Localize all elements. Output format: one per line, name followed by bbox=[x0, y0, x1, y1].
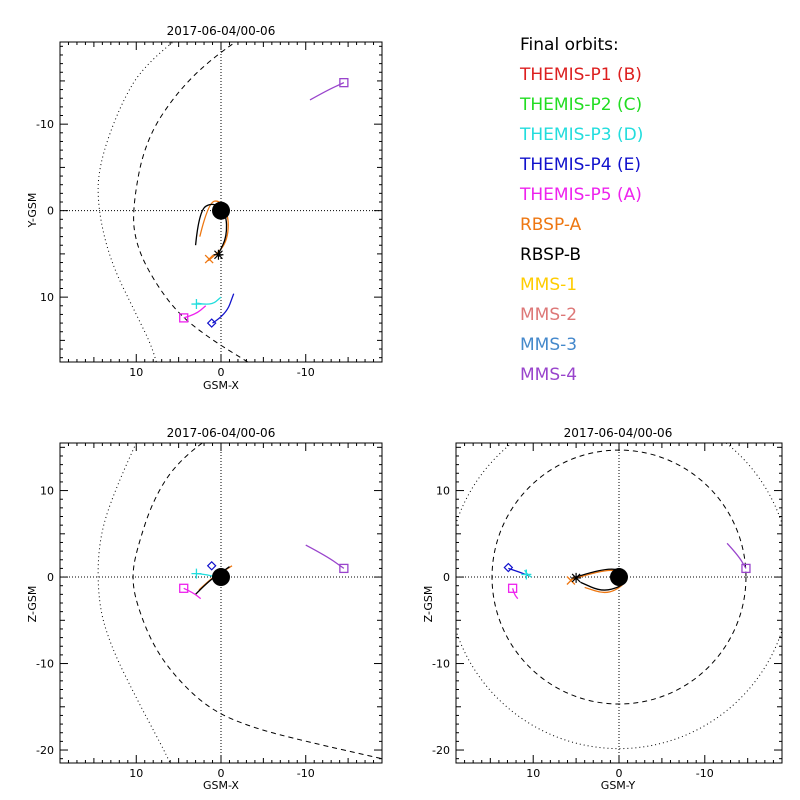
yz-orbit-panel: 2017-06-04/00-06 GSM-Y Z-GSM 10 0 -10 -20 -1… bbox=[422, 426, 783, 792]
xz-x-tick-label: 10 bbox=[129, 767, 143, 780]
marker-themis-p4-e- bbox=[206, 318, 217, 328]
xy-y-tick-label: 0 bbox=[47, 205, 54, 218]
legend-entry: THEMIS-P1 (B) bbox=[519, 65, 642, 85]
marker-themis-p5-a- bbox=[179, 313, 189, 323]
xz-x-axis-label: GSM-X bbox=[203, 779, 239, 792]
magnetopause bbox=[133, 42, 249, 362]
marker-themis-p3-d- bbox=[191, 568, 202, 579]
yz-panel-title: 2017-06-04/00-06 bbox=[564, 426, 673, 440]
xy-x-tick-label: 10 bbox=[129, 366, 143, 379]
marker-themis-p5-a- bbox=[507, 583, 518, 593]
legend-entry: RBSP-B bbox=[520, 245, 581, 265]
orbit-mms-4 bbox=[726, 542, 747, 569]
yz-y-tick-label: 10 bbox=[436, 485, 450, 498]
orbit-themis-p4-e- bbox=[212, 293, 235, 324]
orbit-themis-p5-a- bbox=[511, 588, 519, 600]
xz-y-tick-label: 0 bbox=[47, 571, 54, 584]
orbit-themis-p3-d- bbox=[197, 296, 222, 305]
earth-disk bbox=[610, 568, 628, 587]
yz-y-axis-label: Z-GSM bbox=[422, 586, 435, 623]
earth-disk bbox=[212, 568, 230, 587]
bow-shock bbox=[97, 42, 174, 362]
xy-x-axis-label: GSM-X bbox=[203, 379, 239, 392]
magnetopause bbox=[132, 443, 382, 760]
xz-y-tick-label: -20 bbox=[36, 744, 54, 757]
marker-themis-p5-a- bbox=[179, 583, 189, 593]
legend-entry: MMS-4 bbox=[520, 365, 577, 385]
marker-rbsp-b bbox=[213, 249, 224, 260]
marker-themis-p4-e- bbox=[503, 562, 514, 573]
yz-y-tick-label: -20 bbox=[432, 744, 450, 757]
legend-entry: THEMIS-P3 (D) bbox=[519, 125, 643, 145]
marker-mms-4 bbox=[339, 77, 349, 88]
magnetopause-circle bbox=[491, 449, 747, 705]
xy-y-tick-label: -10 bbox=[36, 118, 54, 131]
yz-x-tick-label: -10 bbox=[696, 767, 714, 780]
marker-themis-p3-d- bbox=[191, 299, 202, 310]
orbit-themis-p5-a- bbox=[183, 587, 202, 600]
legend-entry: RBSP-A bbox=[520, 215, 582, 235]
marker-rbsp-b bbox=[571, 572, 582, 583]
legend-entry: THEMIS-P2 (C) bbox=[519, 95, 642, 115]
legend-entry: MMS-2 bbox=[520, 305, 577, 325]
marker-themis-p4-e- bbox=[206, 560, 217, 571]
orbit-mms-4 bbox=[309, 82, 345, 101]
yz-y-tick-label: -10 bbox=[432, 658, 450, 671]
legend-entry: THEMIS-P5 (A) bbox=[519, 185, 642, 205]
xy-y-tick-label: 10 bbox=[40, 291, 54, 304]
marker-rbsp-a bbox=[204, 254, 214, 264]
marker-themis-p3-d- bbox=[521, 569, 532, 580]
yz-x-tick-label: 10 bbox=[526, 767, 540, 780]
orbit-themis-p5-a- bbox=[183, 305, 207, 319]
xy-x-tick-label: 0 bbox=[218, 366, 225, 379]
orbit-themis-p3-d- bbox=[524, 569, 532, 578]
yz-x-axis-label: GSM-Y bbox=[601, 779, 636, 792]
xy-orbit-panel: 2017-06-04/00-06 GSM-X Y-GSM 10 0 -10 -10 0 1… bbox=[26, 24, 383, 392]
xz-y-axis-label: Z-GSM bbox=[26, 586, 39, 623]
orbit-legend: Final orbits: THEMIS-P1 (B) THEMIS-P2 (C… bbox=[519, 35, 643, 385]
legend-entry: MMS-1 bbox=[520, 275, 577, 295]
xy-y-axis-label: Y-GSM bbox=[26, 193, 39, 229]
xz-x-tick-label: -10 bbox=[297, 767, 315, 780]
legend-entry: THEMIS-P4 (E) bbox=[519, 155, 641, 175]
marker-mms-4 bbox=[741, 563, 751, 574]
legend-entry: MMS-3 bbox=[520, 335, 577, 355]
xy-x-tick-label: -10 bbox=[297, 366, 315, 379]
legend-title: Final orbits: bbox=[520, 35, 619, 55]
yz-x-tick-label: 0 bbox=[616, 767, 623, 780]
xz-x-tick-label: 0 bbox=[218, 767, 225, 780]
xz-orbit-panel: 2017-06-04/00-06 GSM-X Z-GSM 10 0 -10 -20 -1… bbox=[26, 426, 383, 792]
orbit-mms-4 bbox=[305, 544, 345, 569]
yz-ticks bbox=[455, 443, 783, 763]
earth-disk bbox=[212, 201, 230, 220]
marker-mms-4 bbox=[339, 563, 349, 574]
xz-y-tick-label: -10 bbox=[36, 658, 54, 671]
xz-panel-title: 2017-06-04/00-06 bbox=[167, 426, 276, 440]
yz-y-tick-label: 0 bbox=[443, 571, 450, 584]
xy-panel-title: 2017-06-04/00-06 bbox=[167, 24, 276, 38]
xz-y-tick-label: 10 bbox=[40, 485, 54, 498]
bow-shock bbox=[97, 443, 171, 763]
